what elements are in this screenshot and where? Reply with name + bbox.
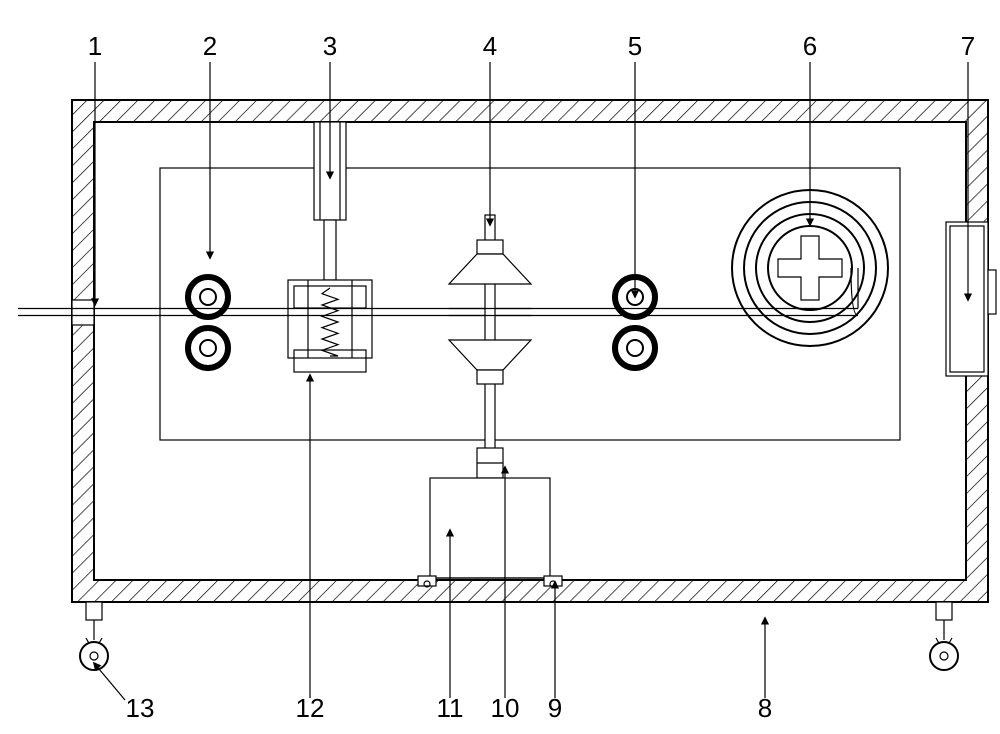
blower-unit — [418, 215, 562, 587]
callout-label-1: 1 — [88, 31, 102, 61]
callout-label-7: 7 — [961, 31, 975, 61]
callout-label-13: 13 — [126, 693, 155, 723]
callout-label-10: 10 — [491, 693, 520, 723]
callout-label-8: 8 — [758, 693, 772, 723]
callouts: 12345678910111213 — [88, 31, 975, 723]
callout-label-4: 4 — [483, 31, 497, 61]
callout-label-3: 3 — [323, 31, 337, 61]
callout-label-12: 12 — [296, 693, 325, 723]
callout-label-11: 11 — [437, 693, 464, 723]
callout-label-2: 2 — [203, 31, 217, 61]
rollers — [188, 277, 655, 368]
casters — [80, 602, 958, 670]
callout-label-9: 9 — [548, 693, 562, 723]
callout-label-6: 6 — [803, 31, 817, 61]
callout-label-5: 5 — [628, 31, 642, 61]
